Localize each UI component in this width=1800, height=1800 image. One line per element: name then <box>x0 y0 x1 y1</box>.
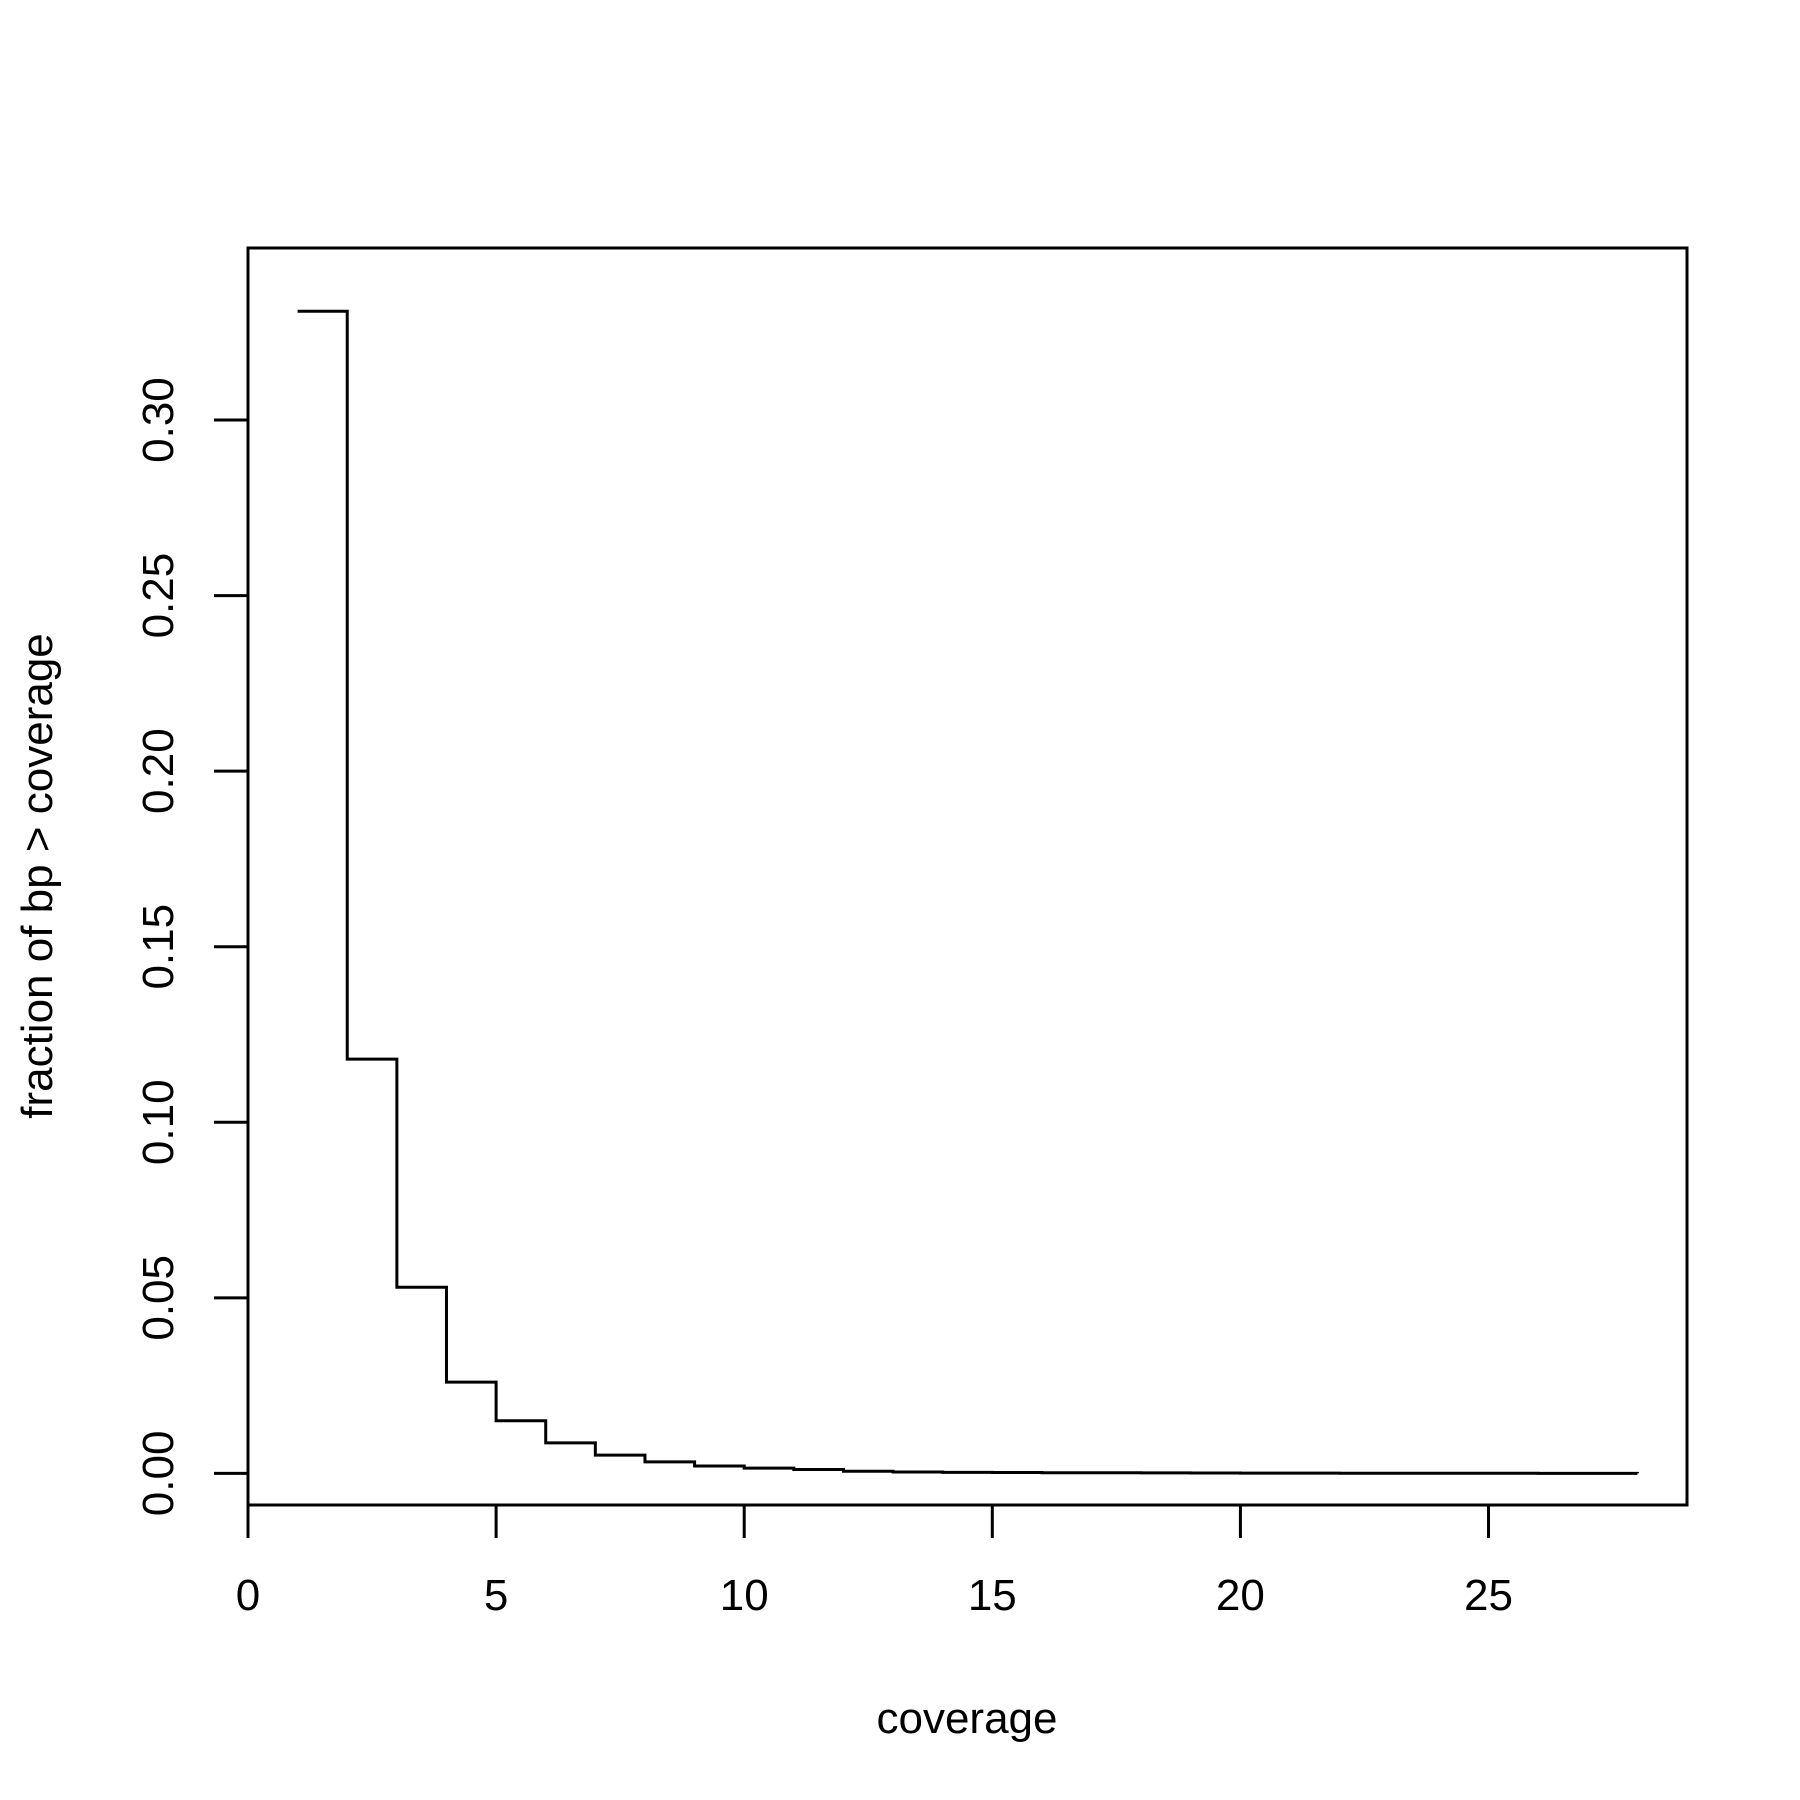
x-tick-label: 25 <box>1464 1571 1513 1620</box>
y-tick-label: 0.30 <box>134 377 183 463</box>
x-axis-label: coverage <box>876 1694 1057 1743</box>
y-tick-label: 0.00 <box>134 1431 183 1517</box>
x-tick-label: 20 <box>1216 1571 1265 1620</box>
series-layer <box>297 309 1639 1475</box>
y-tick-label: 0.25 <box>134 553 183 639</box>
x-axis: 0 5 10 15 20 25 <box>236 1503 1513 1620</box>
x-tick-label: 5 <box>484 1571 508 1620</box>
y-axis: 0.00 0.05 0.10 0.15 0.20 0.25 0.30 <box>134 377 250 1517</box>
y-tick-label: 0.20 <box>134 728 183 814</box>
y-axis-label: fraction of bp > coverage <box>13 633 62 1119</box>
y-tick-label: 0.05 <box>134 1255 183 1341</box>
x-tick-label: 10 <box>720 1571 769 1620</box>
x-tick-label: 0 <box>236 1571 260 1620</box>
series-step-line <box>297 309 1639 1475</box>
y-tick-label: 0.15 <box>134 904 183 990</box>
x-tick-label: 15 <box>968 1571 1017 1620</box>
y-tick-label: 0.10 <box>134 1079 183 1165</box>
